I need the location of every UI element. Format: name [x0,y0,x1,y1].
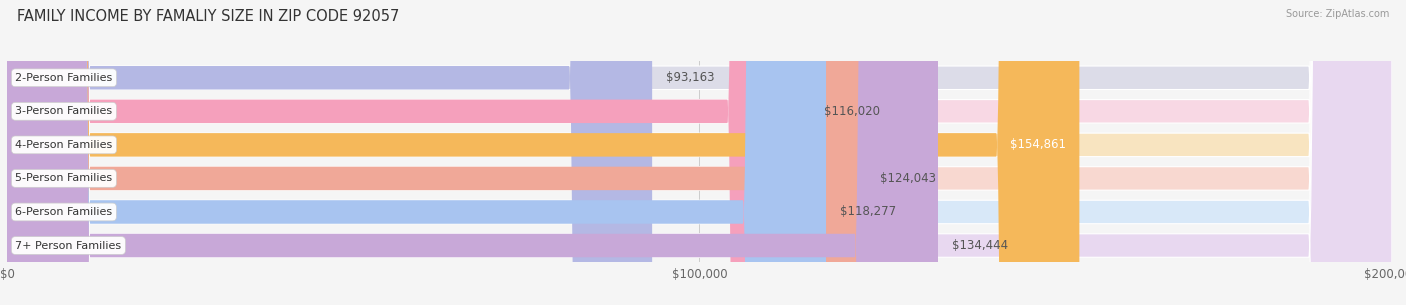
FancyBboxPatch shape [7,0,1392,305]
FancyBboxPatch shape [7,0,1080,305]
Text: Source: ZipAtlas.com: Source: ZipAtlas.com [1285,9,1389,19]
FancyBboxPatch shape [7,0,1392,305]
Text: $154,861: $154,861 [1010,138,1066,151]
Text: 3-Person Families: 3-Person Families [15,106,112,116]
Text: 6-Person Families: 6-Person Families [15,207,112,217]
FancyBboxPatch shape [7,0,652,305]
Text: 7+ Person Families: 7+ Person Families [15,241,121,250]
FancyBboxPatch shape [7,0,1392,305]
FancyBboxPatch shape [7,0,1392,305]
Text: $124,043: $124,043 [880,172,936,185]
Text: 5-Person Families: 5-Person Families [15,174,112,183]
Text: 2-Person Families: 2-Person Families [15,73,112,83]
Text: $93,163: $93,163 [666,71,714,84]
FancyBboxPatch shape [7,0,810,305]
Text: FAMILY INCOME BY FAMALIY SIZE IN ZIP CODE 92057: FAMILY INCOME BY FAMALIY SIZE IN ZIP COD… [17,9,399,24]
FancyBboxPatch shape [7,0,866,305]
FancyBboxPatch shape [7,0,1392,305]
Text: $134,444: $134,444 [952,239,1008,252]
Text: $116,020: $116,020 [824,105,880,118]
FancyBboxPatch shape [7,0,1392,305]
FancyBboxPatch shape [7,0,827,305]
FancyBboxPatch shape [7,0,938,305]
Text: 4-Person Families: 4-Person Families [15,140,112,150]
Text: $118,277: $118,277 [839,206,896,218]
